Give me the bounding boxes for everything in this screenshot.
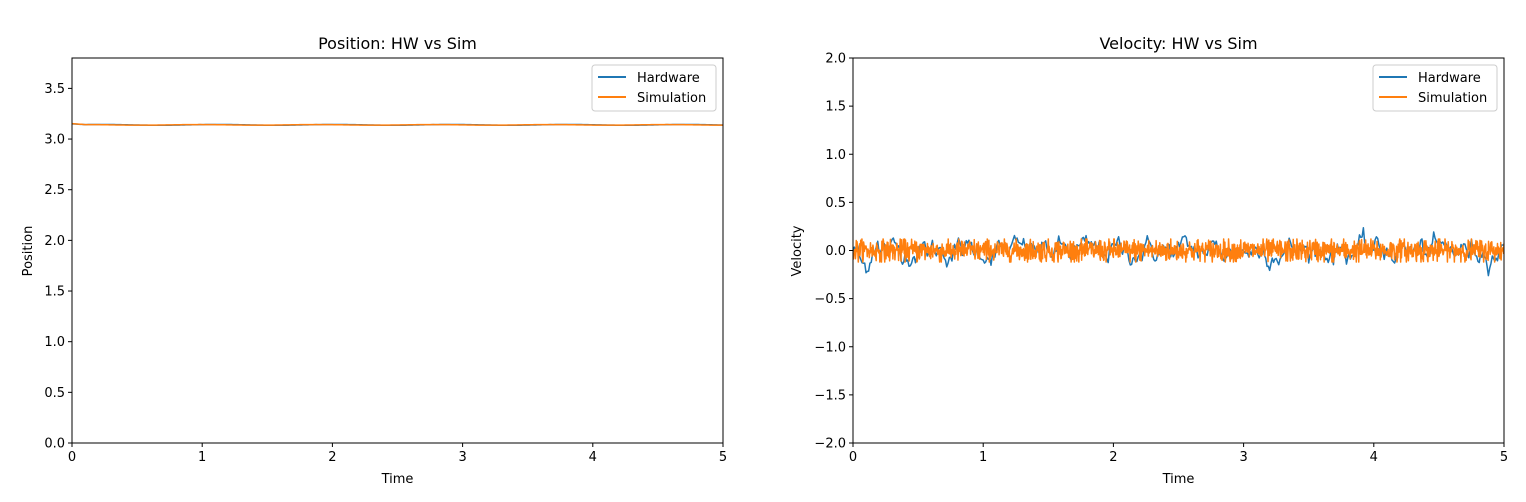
position-x-axis-label: Time [381, 472, 414, 487]
position-y-tick-label: 1.5 [44, 285, 65, 300]
position-y-tick-label: 3.5 [44, 82, 65, 97]
velocity-y-tick-label: −1.5 [814, 388, 846, 403]
velocity-y-tick-label: 0.5 [825, 196, 846, 211]
velocity-series [853, 227, 1504, 277]
velocity-chart-title: Velocity: HW vs Sim [1099, 34, 1257, 53]
velocity-y-tick-label: −0.5 [814, 292, 846, 307]
velocity-x-tick-label: 2 [1109, 450, 1117, 465]
position-legend-hardware-label: Hardware [637, 71, 700, 86]
velocity-x-tick-label: 5 [1500, 450, 1508, 465]
velocity-y-tick-label: 1.0 [825, 148, 846, 163]
position-y-tick-label: 2.0 [44, 234, 65, 249]
velocity-x-tick-label: 3 [1239, 450, 1247, 465]
velocity-x-tick-label: 0 [849, 450, 857, 465]
position-y-axis-label: Position [21, 226, 36, 277]
velocity-y-tick-label: 0.0 [825, 244, 846, 259]
velocity-y-tick-label: 1.5 [825, 100, 846, 115]
position-y-tick-label: 0.5 [44, 386, 65, 401]
position-y-tick-label: 2.5 [44, 183, 65, 198]
velocity-y-tick-label: 2.0 [825, 52, 846, 67]
position-x-tick-label: 5 [719, 450, 727, 465]
position-chart: Position: HW vs Sim Time Position 0 1 2 3 4 5… [21, 34, 727, 487]
position-y-tick-label: 0.0 [44, 437, 65, 452]
position-ticks: 0 1 2 3 4 5 0.0 0.5 1.0 1.5 2.0 2.5 3.0 3.5 [44, 82, 727, 465]
velocity-y-axis-label: Velocity [790, 225, 805, 276]
velocity-y-tick-label: −1.0 [814, 340, 846, 355]
position-series [72, 122, 723, 127]
position-legend: Hardware Simulation [591, 64, 717, 112]
velocity-legend-simulation-label: Simulation [1418, 91, 1487, 106]
position-x-tick-label: 2 [328, 450, 336, 465]
position-y-tick-label: 3.0 [44, 133, 65, 148]
velocity-y-tick-label: −2.0 [814, 437, 846, 452]
position-x-tick-label: 0 [68, 450, 76, 465]
position-x-tick-label: 1 [198, 450, 206, 465]
velocity-chart: Velocity: HW vs Sim Time Velocity 0 1 2 3 4 5… [790, 34, 1508, 487]
velocity-x-tick-label: 4 [1370, 450, 1378, 465]
position-simulation-line [72, 122, 723, 126]
position-chart-title: Position: HW vs Sim [318, 34, 477, 53]
position-legend-simulation-label: Simulation [637, 91, 706, 106]
velocity-plot-frame [852, 57, 1505, 444]
velocity-x-axis-label: Time [1162, 472, 1195, 487]
velocity-legend: Hardware Simulation [1372, 64, 1498, 112]
position-x-tick-label: 4 [589, 450, 597, 465]
velocity-simulation-line [853, 238, 1504, 263]
velocity-legend-hardware-label: Hardware [1418, 71, 1481, 86]
velocity-ticks: 0 1 2 3 4 5 −2.0 −1.5 −1.0 −0.5 0.0 0.5 1.0 1.5 2.0 [814, 52, 1508, 466]
position-plot-frame [71, 57, 724, 444]
velocity-x-tick-label: 1 [979, 450, 987, 465]
position-y-tick-label: 1.0 [44, 335, 65, 350]
position-x-tick-label: 3 [458, 450, 466, 465]
